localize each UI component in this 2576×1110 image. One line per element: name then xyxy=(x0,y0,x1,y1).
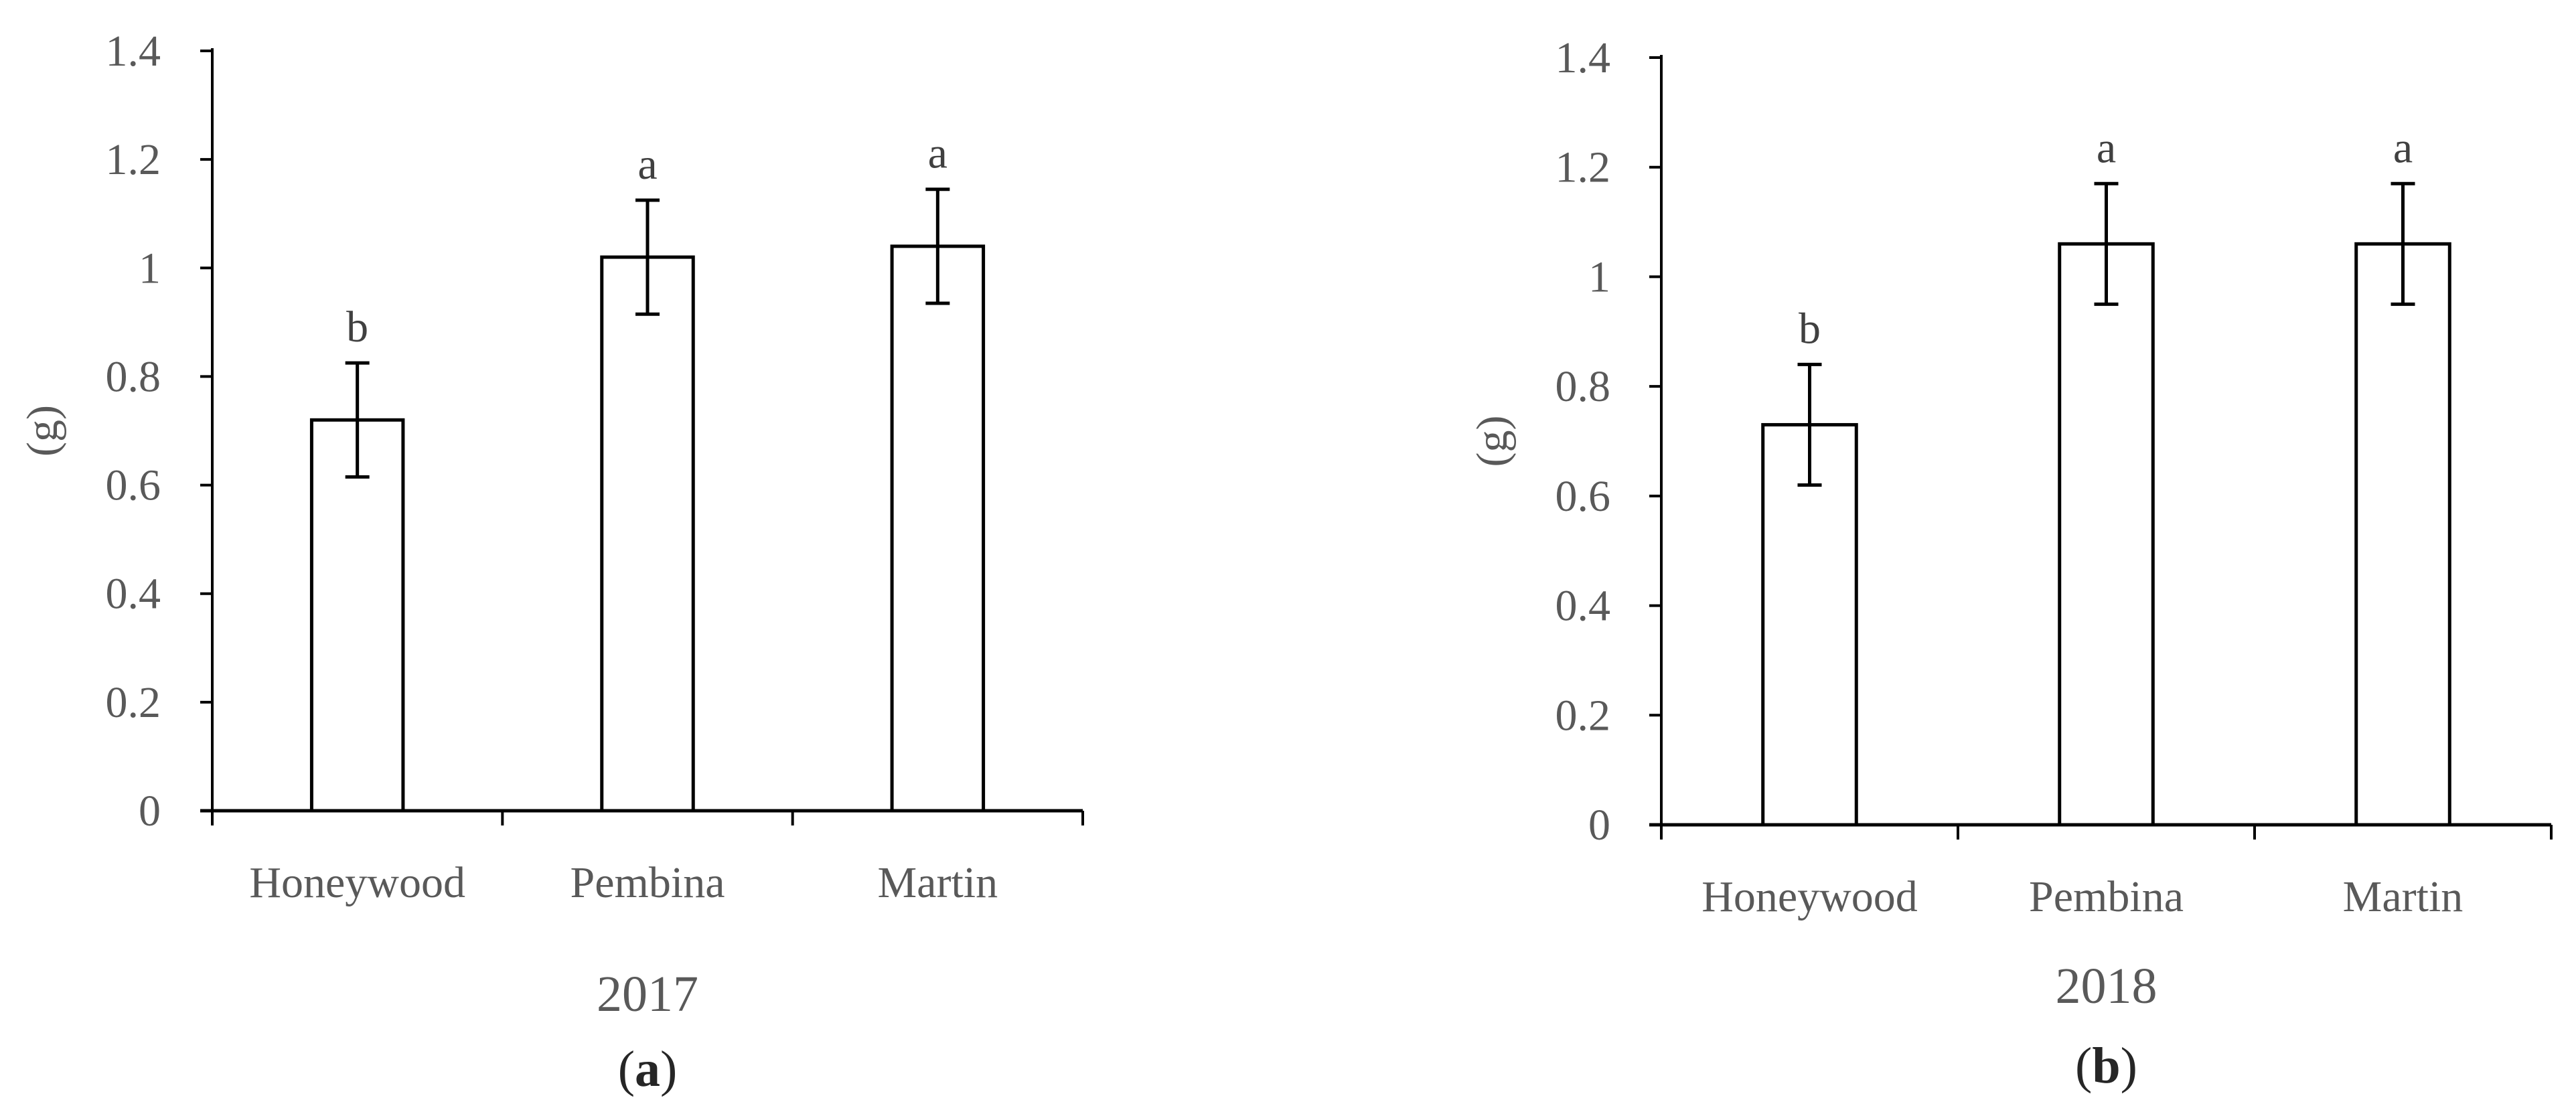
significance-label: a xyxy=(928,129,948,178)
y-tick-label: 0.6 xyxy=(106,461,161,510)
significance-labels: b a a xyxy=(1799,123,2413,353)
significance-labels: b a a xyxy=(346,129,948,351)
y-tick-label: 1 xyxy=(1588,252,1610,301)
y-tick-label: 0.4 xyxy=(1556,582,1611,631)
y-tick-label: 1.4 xyxy=(106,27,161,76)
significance-label: b xyxy=(1799,304,1821,353)
panel-label-letter: b xyxy=(2092,1038,2120,1094)
bars xyxy=(309,244,986,813)
bar xyxy=(600,255,695,813)
panel-label-letter: a xyxy=(635,1041,660,1097)
y-tick-label: 0 xyxy=(1588,801,1610,850)
significance-label: b xyxy=(346,303,368,351)
y-tick-label: 0.2 xyxy=(106,678,161,727)
y-tick-label: 0.8 xyxy=(106,352,161,401)
bars xyxy=(1761,242,2451,827)
x-axis-label: 2017 xyxy=(597,966,698,1022)
x-tick-label: Martin xyxy=(878,858,998,907)
bar xyxy=(309,418,405,813)
panel-label-open: ( xyxy=(618,1041,635,1097)
bar xyxy=(1761,422,1858,827)
y-tick-label: 0.4 xyxy=(106,570,161,619)
x-tick-label: Honeywood xyxy=(1701,872,1918,921)
x-tick-label: Martin xyxy=(2343,872,2464,921)
y-tick-label: 0 xyxy=(139,787,161,836)
panel-label-close: ) xyxy=(660,1041,677,1097)
x-axis-label: 2018 xyxy=(2056,958,2157,1014)
y-tick-label: 1.2 xyxy=(106,135,161,184)
bar xyxy=(890,244,986,813)
y-axis-label: (g) xyxy=(1468,416,1517,467)
y-tick-label: 1.2 xyxy=(1556,143,1611,192)
significance-label: a xyxy=(2097,123,2116,172)
y-axis-ticks xyxy=(200,50,212,812)
y-axis-label: (g) xyxy=(18,405,67,457)
y-tick-label: 0.8 xyxy=(1556,362,1611,411)
significance-label: a xyxy=(637,140,657,189)
panel-label-open: ( xyxy=(2075,1038,2092,1094)
panel-label: (a) xyxy=(618,1041,678,1097)
x-tick-label: Pembina xyxy=(571,858,725,907)
error-bars xyxy=(1797,181,2415,487)
chart-panel-b: 0 0.2 0.4 0.6 0.8 1 1.2 1.4 b a a Honeywood Pembin… xyxy=(1468,33,2553,1094)
y-tick-labels: 0 0.2 0.4 0.6 0.8 1 1.2 1.4 xyxy=(1556,33,1611,850)
panel-label-close: ) xyxy=(2121,1038,2137,1094)
significance-label: a xyxy=(2393,123,2413,172)
x-axis-ticks xyxy=(211,811,1084,825)
x-tick-labels: Honeywood Pembina Martin xyxy=(249,858,998,907)
panel-label: (b) xyxy=(2075,1038,2137,1094)
chart-panel-a: 0 0.2 0.4 0.6 0.8 1 1.2 1.4 b a a Honeywood Pembin… xyxy=(18,27,1084,1097)
y-tick-label: 0.2 xyxy=(1556,691,1611,740)
error-bars xyxy=(345,187,950,479)
bar xyxy=(2354,242,2451,827)
y-tick-labels: 0 0.2 0.4 0.6 0.8 1 1.2 1.4 xyxy=(106,27,161,836)
x-tick-labels: Honeywood Pembina Martin xyxy=(1701,872,2463,921)
y-tick-label: 1.4 xyxy=(1556,33,1611,82)
x-axis-ticks xyxy=(1660,825,2553,840)
x-tick-label: Pembina xyxy=(2029,872,2184,921)
x-tick-label: Honeywood xyxy=(249,858,465,907)
y-axis-ticks xyxy=(1649,56,1661,826)
y-tick-label: 0.6 xyxy=(1556,472,1611,521)
bar xyxy=(2058,242,2155,827)
y-tick-label: 1 xyxy=(139,244,161,293)
